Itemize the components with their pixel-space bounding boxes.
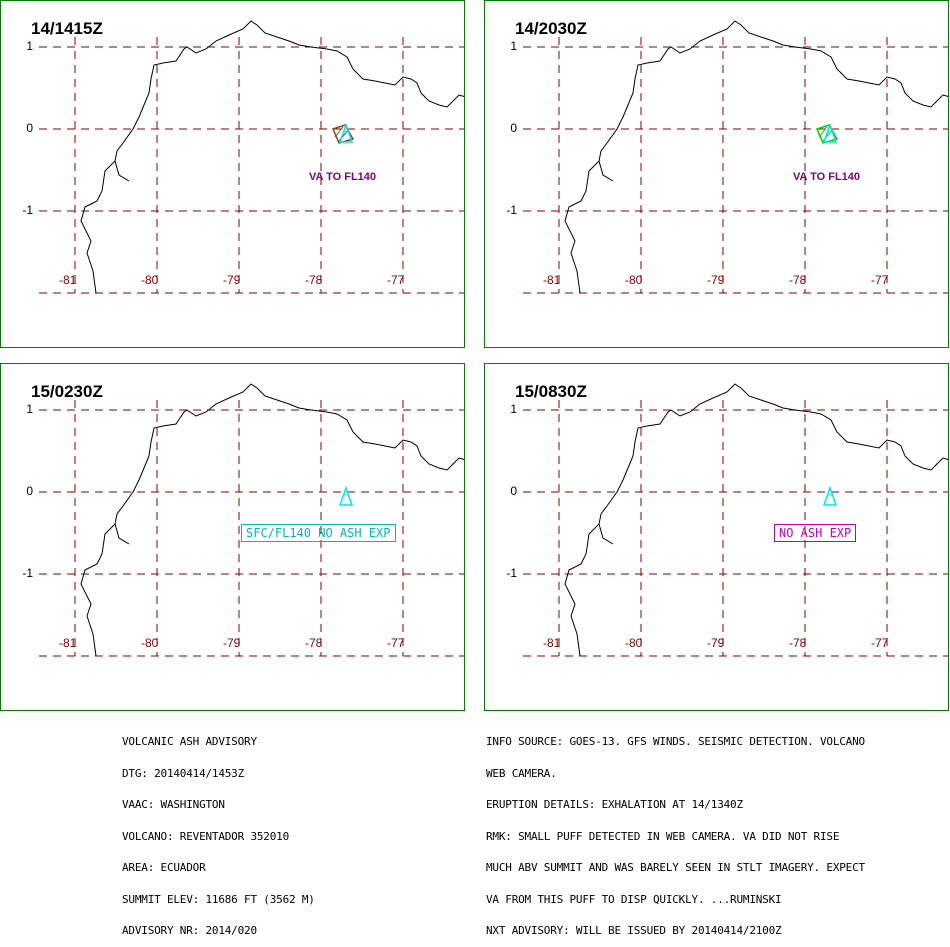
coastline-branch (598, 523, 614, 545)
advisory-line: VOLCANO: REVENTADOR 352010 (122, 829, 289, 843)
lon-label: -79 (707, 273, 725, 287)
advisory-remarks-block: INFO SOURCE: GOES-13. GFS WINDS. SEISMIC… (486, 716, 865, 947)
panel-time-label: 14/2030Z (515, 19, 587, 38)
lon-label: -78 (305, 636, 323, 650)
advisory-line: DTG: 20140414/1453Z (122, 766, 245, 780)
lon-label: -81 (59, 636, 77, 650)
lat-label: -1 (506, 203, 517, 217)
map-panel-3: 15/0230Z 1 0 -1 -81 -80 -79 -78 -77 SFC/FL140 NO… (0, 363, 465, 711)
lon-label: -80 (141, 636, 159, 650)
panel-time-label: 15/0830Z (515, 382, 587, 401)
lon-label: -77 (871, 636, 889, 650)
volcano-triangle-icon (338, 122, 354, 143)
lon-label: -78 (789, 273, 807, 287)
map-canvas (39, 383, 464, 657)
lon-label: -79 (223, 273, 241, 287)
volcano-triangle-icon (822, 485, 838, 506)
map-canvas (523, 383, 948, 657)
advisory-line: ADVISORY NR: 2014/020 (122, 924, 257, 937)
volcano-triangle-icon (338, 485, 354, 506)
advisory-line: SUMMIT ELEV: 11686 FT (3562 M) (122, 892, 315, 906)
map-canvas (39, 20, 464, 294)
lon-label: -78 (305, 273, 323, 287)
advisory-line: WEB CAMERA. (486, 766, 557, 780)
advisory-line: ERUPTION DETAILS: EXHALATION AT 14/1340Z (486, 798, 743, 811)
advisory-line: VAAC: WASHINGTON (122, 798, 225, 811)
lat-label: 0 (26, 121, 33, 135)
lon-label: -77 (871, 273, 889, 287)
map-panel-2: 14/2030Z 1 0 -1 -81 -80 -79 -78 -77 VA TO FL140 (484, 0, 949, 348)
advisory-line: INFO SOURCE: GOES-13. GFS WINDS. SEISMIC… (486, 735, 865, 748)
map-canvas (523, 20, 948, 294)
map-panel-4: 15/0830Z 1 0 -1 -81 -80 -79 -78 -77 NO ASH EXP (484, 363, 949, 711)
lon-label: -81 (59, 273, 77, 287)
lat-label: 1 (510, 402, 517, 416)
lon-label: -78 (789, 636, 807, 650)
ash-forecast-label: NO ASH EXP (774, 524, 857, 542)
lat-label: 0 (510, 484, 517, 498)
lon-label: -80 (625, 636, 643, 650)
lat-label: -1 (506, 566, 517, 580)
advisory-line: MUCH ABV SUMMIT AND WAS BARELY SEEN IN S… (486, 861, 865, 874)
coastline (80, 20, 464, 294)
lon-label: -81 (543, 636, 561, 650)
lat-label: 1 (26, 402, 33, 416)
coastline-branch (598, 160, 614, 182)
lon-label: -79 (223, 636, 241, 650)
map-panel-1: 14/1415Z 1 0 -1 -81 -80 -79 -78 -77 VA TO FL140 (0, 0, 465, 348)
advisory-line: NXT ADVISORY: WILL BE ISSUED BY 20140414… (486, 924, 782, 937)
lat-label: 0 (26, 484, 33, 498)
coastline (564, 383, 948, 657)
lat-label: -1 (22, 566, 33, 580)
advisory-header-block: VOLCANIC ASH ADVISORY DTG: 20140414/1453… (122, 716, 315, 947)
lon-label: -80 (625, 273, 643, 287)
ash-forecast-label: VA TO FL140 (793, 171, 861, 183)
lat-label: 0 (510, 121, 517, 135)
panel-time-label: 14/1415Z (31, 19, 103, 38)
lon-label: -81 (543, 273, 561, 287)
lat-label: -1 (22, 203, 33, 217)
coastline (564, 20, 948, 294)
ash-forecast-label: VA TO FL140 (309, 171, 377, 183)
coastline (80, 383, 464, 657)
lon-label: -79 (707, 636, 725, 650)
advisory-line: VOLCANIC ASH ADVISORY (122, 735, 257, 748)
coastline-branch (114, 160, 130, 182)
panel-time-label: 15/0230Z (31, 382, 103, 401)
coastline-branch (114, 523, 130, 545)
advisory-line: VA FROM THIS PUFF TO DISP QUICKLY. ...RU… (486, 892, 782, 906)
lon-label: -77 (387, 273, 405, 287)
lat-label: 1 (510, 39, 517, 53)
lon-label: -77 (387, 636, 405, 650)
advisory-line: RMK: SMALL PUFF DETECTED IN WEB CAMERA. … (486, 829, 840, 843)
ash-forecast-label: SFC/FL140 NO ASH EXP (241, 524, 396, 542)
advisory-line: AREA: ECUADOR (122, 861, 206, 874)
lon-label: -80 (141, 273, 159, 287)
lat-label: 1 (26, 39, 33, 53)
volcano-triangle-icon (822, 122, 838, 143)
